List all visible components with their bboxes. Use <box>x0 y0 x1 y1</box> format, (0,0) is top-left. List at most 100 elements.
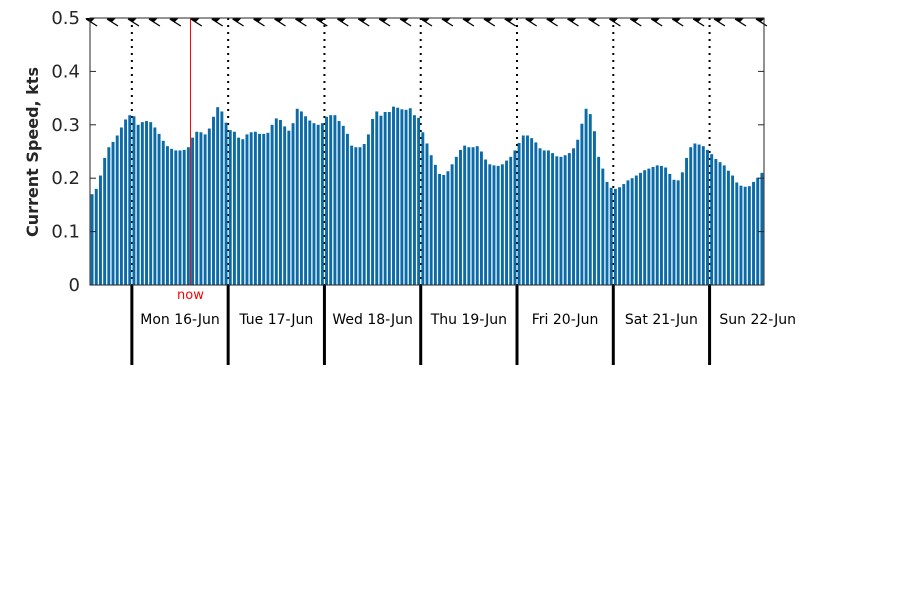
speed-bar <box>165 146 169 285</box>
speed-bar <box>743 186 747 285</box>
speed-bar <box>530 138 534 285</box>
speed-bar <box>387 111 391 285</box>
speed-bar <box>341 125 345 286</box>
speed-bar <box>433 164 437 285</box>
speed-bar <box>186 147 190 285</box>
speed-bar <box>450 164 454 285</box>
speed-bar <box>735 182 739 285</box>
speed-bar <box>513 150 517 285</box>
speed-bar <box>199 132 203 285</box>
speed-bar <box>710 154 714 285</box>
speed-bar <box>404 109 408 285</box>
speed-bar <box>270 124 274 285</box>
speed-bar <box>224 122 228 285</box>
speed-bar <box>241 139 245 285</box>
speed-bar <box>580 123 584 285</box>
speed-bar <box>747 186 751 285</box>
speed-bar <box>107 147 111 285</box>
speed-bar <box>329 115 333 285</box>
speed-bar <box>572 148 575 285</box>
speed-bar <box>442 175 446 285</box>
speed-bar <box>680 172 684 285</box>
speed-bar <box>417 117 421 285</box>
speed-bar <box>509 156 513 285</box>
speed-bar <box>722 165 726 285</box>
speed-bar <box>697 144 701 285</box>
speed-bar <box>262 133 266 285</box>
speed-bar <box>366 134 370 285</box>
direction-arrow <box>754 18 768 27</box>
speed-bar <box>488 164 492 285</box>
speed-bar <box>258 133 262 285</box>
speed-bar <box>232 131 236 285</box>
speed-bar <box>412 115 416 285</box>
direction-arrow <box>378 18 391 27</box>
day-label: Sun 22-Jun <box>719 312 796 328</box>
speed-bar <box>358 147 362 285</box>
speed-bar <box>517 142 521 285</box>
speed-bar <box>157 133 161 285</box>
speed-bar <box>350 145 354 285</box>
y-tick-label: 0.4 <box>51 61 80 82</box>
speed-bar <box>345 133 349 285</box>
speed-bar <box>408 108 412 285</box>
direction-markers <box>85 18 768 27</box>
day-labels: now Mon 16-Jun Tue 17-Jun Wed 18-Jun Thu 19-… <box>140 288 796 328</box>
direction-arrow <box>273 18 286 27</box>
speed-bar <box>576 139 580 285</box>
speed-bar <box>555 156 559 285</box>
direction-arrow <box>608 18 621 27</box>
speed-bar <box>526 135 529 285</box>
speed-bar <box>191 137 195 285</box>
speed-bar <box>115 135 119 285</box>
speed-bar <box>291 123 295 285</box>
speed-bar <box>731 175 735 285</box>
direction-arrow <box>482 18 496 27</box>
day-label: Sat 21-Jun <box>625 312 698 328</box>
speed-bar <box>228 130 232 285</box>
day-label: Wed 18-Jun <box>332 312 413 328</box>
speed-bar <box>647 168 651 285</box>
direction-arrow <box>420 18 433 27</box>
speed-bar <box>467 147 471 285</box>
speed-bar <box>94 188 98 285</box>
speed-bar <box>534 142 538 285</box>
speed-bar <box>253 131 257 285</box>
speed-bar <box>651 166 655 285</box>
speed-bar <box>119 127 123 285</box>
direction-arrow <box>713 18 726 27</box>
speed-bar <box>664 167 668 285</box>
speed-bar <box>212 116 215 285</box>
speed-bar <box>337 121 341 285</box>
now-label: now <box>177 288 204 303</box>
speed-bar <box>145 121 148 285</box>
speed-bar <box>752 181 755 285</box>
day-label: Fri 20-Jun <box>532 312 599 328</box>
speed-bar <box>613 188 617 285</box>
direction-arrow <box>336 18 349 27</box>
speed-bar <box>132 116 136 285</box>
speed-bar <box>237 137 241 285</box>
speed-bar <box>216 107 220 286</box>
direction-arrow <box>252 18 265 27</box>
speed-bar <box>542 150 546 285</box>
speed-bar <box>693 143 697 285</box>
speed-bar <box>170 148 174 285</box>
speed-bar <box>563 155 567 285</box>
speed-bar <box>643 170 647 285</box>
speed-bar <box>609 187 613 285</box>
speed-bar <box>685 157 689 285</box>
y-tick-label: 0.2 <box>51 168 80 189</box>
direction-arrow <box>357 18 370 27</box>
direction-arrow <box>189 18 203 27</box>
speed-bar <box>592 131 596 285</box>
speed-bar <box>454 156 458 285</box>
speed-bar <box>756 177 760 285</box>
speed-bar <box>459 149 462 285</box>
speed-bar <box>605 181 609 285</box>
speed-bar <box>392 106 395 285</box>
speed-bar <box>584 108 588 285</box>
speed-bar <box>634 175 638 285</box>
speed-bar <box>718 162 722 285</box>
speed-bar <box>220 111 224 285</box>
